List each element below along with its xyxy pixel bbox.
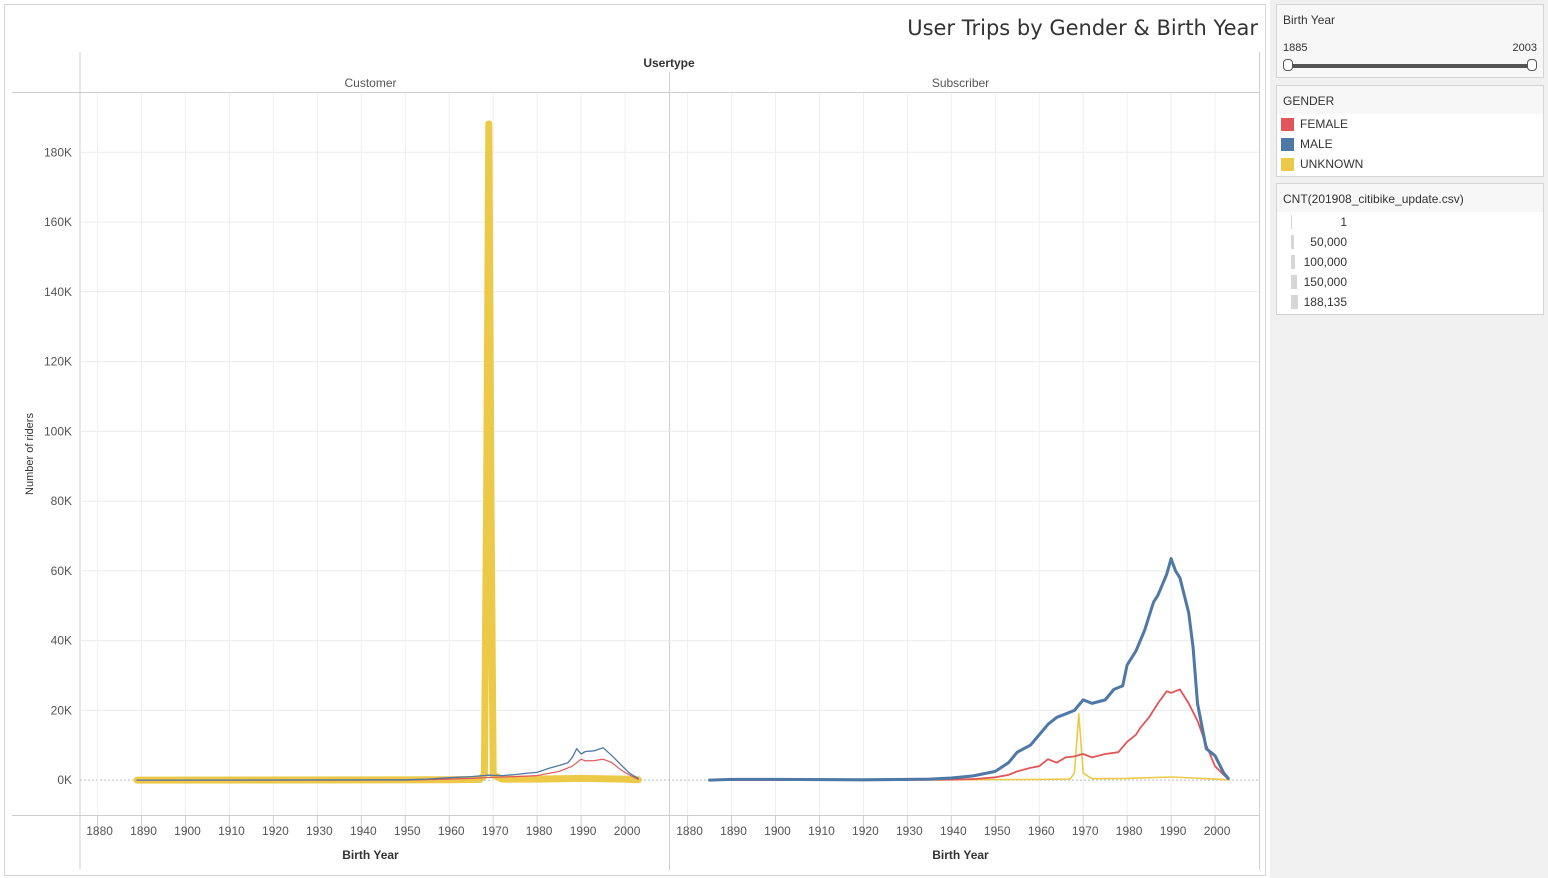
legend-label-unknown: UNKNOWN [1300, 157, 1364, 171]
slider-min-label: 1885 [1283, 42, 1308, 54]
x-tick-label: 2000 [1204, 824, 1231, 838]
x-tick-label: 1900 [764, 824, 791, 838]
x-tick-label: 1880 [86, 824, 113, 838]
line-chart: Usertype 0K 20K 40K 60K 80K 100K 120K 140K 160K 18… [12, 52, 1260, 870]
legend-label-male: MALE [1300, 137, 1333, 151]
x-tick-label: 1960 [1028, 824, 1055, 838]
size-legend-item: 100,000 [1277, 252, 1543, 272]
x-tick-label: 1940 [350, 824, 377, 838]
x-tick-label: 1910 [218, 824, 245, 838]
series-line-male [708, 557, 1230, 782]
size-legend: CNT(201908_citibike_update.csv) 1 50,000 1… [1276, 183, 1544, 315]
x-tick-label: 1950 [984, 824, 1011, 838]
legend-item-female[interactable]: FEMALE [1277, 114, 1543, 134]
x-tick-label: 1950 [394, 824, 421, 838]
x-tick-label: 1890 [130, 824, 157, 838]
size-legend-swatch [1291, 235, 1294, 249]
male-swatch [1281, 137, 1294, 151]
x-tick-label: 2000 [614, 824, 641, 838]
size-legend-label: 188,135 [1303, 295, 1347, 309]
chart-title: User Trips by Gender & Birth Year [907, 16, 1258, 40]
x-tick-label: 1980 [526, 824, 553, 838]
x-tick-label: 1980 [1116, 824, 1143, 838]
size-legend-label: 50,000 [1310, 235, 1347, 249]
size-legend-item: 188,135 [1277, 292, 1543, 312]
birth-year-filter[interactable]: Birth Year 1885 2003 [1276, 4, 1544, 78]
panel-label-customer: Customer [344, 76, 396, 90]
x-tick-label: 1920 [262, 824, 289, 838]
size-legend-swatch [1291, 275, 1297, 289]
size-legend-item: 50,000 [1277, 232, 1543, 252]
x-axis-label: Birth Year [342, 848, 399, 862]
unknown-swatch [1281, 157, 1294, 171]
slider-track[interactable] [1287, 64, 1533, 68]
size-legend-label: 1 [1340, 215, 1347, 229]
series-line-unknown [133, 120, 642, 784]
x-tick-label: 1930 [306, 824, 333, 838]
x-tick-label: 1990 [570, 824, 597, 838]
x-tick-label: 1920 [852, 824, 879, 838]
y-tick-label: 160K [44, 215, 72, 229]
legend-item-unknown[interactable]: UNKNOWN [1277, 154, 1543, 174]
size-legend-label: 100,000 [1303, 255, 1347, 269]
x-tick-label: 1910 [808, 824, 835, 838]
filter-title: Birth Year [1277, 5, 1543, 33]
panel-label-subscriber: Subscriber [932, 76, 989, 90]
y-tick-label: 80K [51, 494, 72, 508]
x-tick-label: 1970 [482, 824, 509, 838]
y-axis-label: Number of riders [24, 413, 36, 495]
series-line-female [708, 688, 1230, 782]
x-axis-label: Birth Year [932, 848, 989, 862]
x-tick-label: 1960 [438, 824, 465, 838]
y-tick-label: 120K [44, 355, 72, 369]
series-line-unknown [708, 713, 1230, 781]
y-tick-label: 60K [51, 564, 72, 578]
y-tick-label: 20K [51, 703, 72, 717]
y-tick-label: 140K [44, 285, 72, 299]
size-legend-swatch [1291, 215, 1292, 229]
size-legend-item: 150,000 [1277, 272, 1543, 292]
x-tick-label: 1930 [896, 824, 923, 838]
y-tick-label: 180K [44, 145, 72, 159]
size-legend-swatch [1291, 295, 1298, 309]
female-swatch [1281, 117, 1294, 131]
x-tick-label: 1890 [720, 824, 747, 838]
size-legend-items: 1 50,000 100,000 150,000 188,135 [1277, 212, 1543, 312]
slider-max-handle[interactable] [1527, 59, 1537, 71]
x-tick-label: 1900 [174, 824, 201, 838]
gender-legend: GENDER FEMALE MALE UNKNOWN [1276, 85, 1544, 177]
y-tick-label: 40K [51, 634, 72, 648]
series-line-female [136, 758, 639, 781]
x-tick-label: 1970 [1072, 824, 1099, 838]
size-legend-label: 150,000 [1303, 275, 1347, 289]
x-tick-label: 1940 [940, 824, 967, 838]
legend-label-female: FEMALE [1300, 117, 1349, 131]
facet-title: Usertype [643, 56, 695, 70]
x-tick-label: 1880 [676, 824, 703, 838]
size-legend-swatch [1291, 255, 1295, 269]
slider-min-handle[interactable] [1283, 59, 1293, 71]
legend-title: GENDER [1277, 86, 1543, 114]
slider-max-label: 2003 [1512, 42, 1537, 54]
size-legend-title: CNT(201908_citibike_update.csv) [1277, 184, 1543, 212]
series-line-male [136, 747, 639, 781]
legend-item-male[interactable]: MALE [1277, 134, 1543, 154]
y-tick-label: 0K [57, 773, 72, 787]
y-tick-label: 100K [44, 424, 72, 438]
x-tick-label: 1990 [1160, 824, 1187, 838]
viz-frame [4, 4, 1266, 876]
size-legend-item: 1 [1277, 212, 1543, 232]
